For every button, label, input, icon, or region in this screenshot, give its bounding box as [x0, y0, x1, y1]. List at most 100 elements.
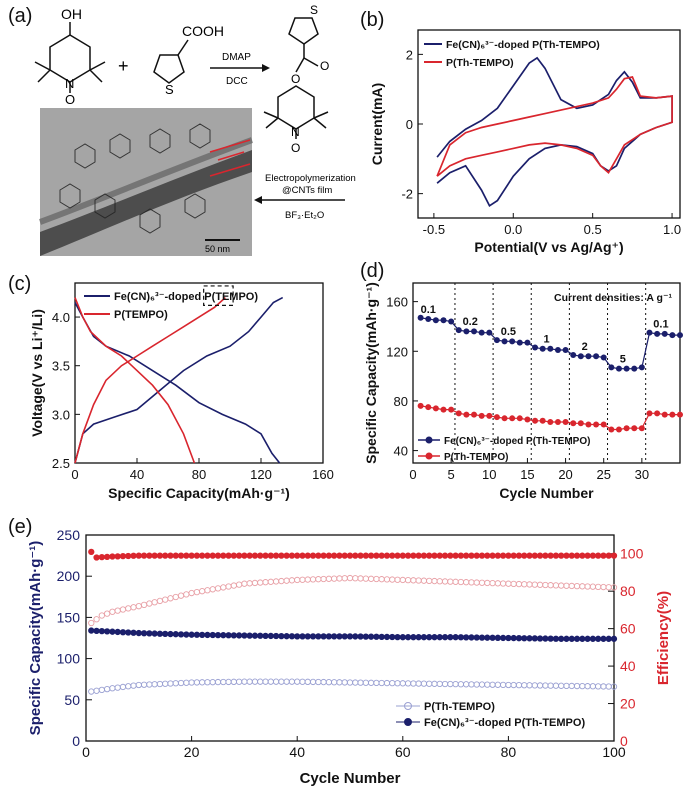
cycle-point: [320, 678, 327, 686]
cycle-point: [167, 595, 174, 602]
cycle-point: [177, 679, 185, 687]
cycle-point: [325, 575, 333, 582]
cycle-point: [125, 605, 132, 612]
cycle-point: [378, 633, 385, 640]
cycle-point: [579, 583, 586, 590]
cycle-point: [410, 634, 417, 641]
cycle-point: [420, 634, 428, 641]
cycle-point: [288, 552, 296, 559]
data-point: [646, 410, 653, 417]
cycle-point: [489, 579, 496, 587]
cycle-point: [473, 634, 480, 641]
cycle-point: [93, 616, 100, 623]
cycle-point: [547, 552, 554, 559]
cycle-point: [309, 633, 317, 640]
cycle-point: [457, 681, 465, 688]
cycle-point: [536, 682, 544, 689]
cycle-point: [499, 681, 507, 689]
cycle-point: [415, 552, 422, 559]
cycle-point: [251, 678, 259, 685]
cycle-point: [478, 634, 486, 641]
cycle-point: [505, 580, 512, 587]
data-point: [646, 329, 653, 336]
chart-e-ylabel: Specific Capacity(mAh·g⁻¹): [27, 541, 44, 736]
cycle-point: [230, 632, 237, 639]
cycle-point: [246, 678, 253, 685]
cycle-point: [336, 633, 343, 640]
cycle-point: [172, 680, 179, 687]
legend-label: P(Th-TEMPO): [444, 452, 508, 463]
cycle-point: [162, 680, 169, 687]
chart-d-frame: [412, 282, 681, 464]
cycle-point: [505, 634, 512, 642]
cycle-point: [283, 633, 290, 640]
cycle-point: [135, 629, 142, 637]
cycle-point: [420, 552, 428, 559]
y-tick-label: 40: [394, 444, 408, 459]
cycle-point: [367, 575, 375, 582]
cycle-point: [119, 553, 127, 560]
cycle-point: [267, 552, 274, 559]
data-point: [547, 419, 554, 426]
cycle-point: [573, 582, 581, 590]
y2-tick-label: 20: [620, 696, 636, 712]
cycle-point: [172, 552, 179, 559]
cycle-point: [526, 635, 533, 642]
y2-tick-label: 80: [620, 583, 636, 599]
cycle-point: [114, 553, 121, 560]
cycle-point: [304, 678, 311, 685]
data-point: [509, 338, 516, 345]
cycle-point: [484, 634, 491, 641]
cycle-point: [199, 631, 206, 639]
data-point: [539, 345, 546, 352]
cycle-point: [336, 575, 343, 582]
x-tick-label: 0: [409, 467, 416, 482]
data-point: [486, 412, 493, 419]
y-tick-label: 150: [57, 609, 81, 625]
cycle-point: [346, 679, 354, 686]
y-tick-label: -2: [401, 187, 413, 202]
x-tick-label: 25: [596, 467, 610, 482]
cycle-point: [140, 681, 148, 688]
cycle-point: [420, 680, 428, 687]
cycle-point: [531, 552, 538, 559]
cycle-point: [272, 678, 280, 685]
cycle-point: [367, 552, 375, 559]
data-point: [661, 411, 668, 418]
cycle-point: [394, 552, 401, 559]
cycle-point: [600, 552, 607, 559]
cycle-point: [272, 578, 280, 585]
cycle-point: [494, 681, 501, 688]
cycle-point: [88, 688, 95, 695]
x-tick-label: 0.5: [584, 222, 602, 237]
data-point: [677, 332, 683, 339]
legend-label: Fe(CN)₆³⁻-doped P(Th-TEMPO): [444, 436, 590, 447]
y-tick-label: 3.0: [52, 407, 70, 422]
cooh-label: COOH: [182, 23, 224, 39]
cycle-point: [241, 552, 248, 559]
cycle-point: [257, 678, 264, 685]
cycle-point: [235, 581, 243, 588]
cycle-point: [235, 632, 243, 639]
legend-marker: [404, 718, 412, 726]
x-tick-label: 80: [501, 744, 517, 760]
cycle-point: [346, 633, 354, 640]
cycle-point: [325, 679, 333, 686]
cycle-point: [383, 679, 391, 687]
cycle-point: [362, 552, 369, 559]
data-point: [440, 406, 447, 413]
cycle-point: [452, 578, 459, 585]
cycle-point: [526, 682, 533, 689]
cycle-point: [125, 629, 132, 636]
cycle-point: [267, 678, 274, 685]
cycle-point: [521, 682, 528, 689]
cycle-point: [436, 680, 443, 688]
data-point: [669, 411, 676, 418]
legend-label: Fe(CN)₆³⁻-doped P(Th-TEMPO): [446, 39, 600, 51]
data-point: [417, 402, 424, 409]
cycle-point: [489, 552, 496, 559]
data-point: [661, 330, 668, 337]
cycle-point: [441, 552, 449, 559]
cycle-point: [294, 576, 301, 584]
cycle-point: [320, 575, 327, 583]
